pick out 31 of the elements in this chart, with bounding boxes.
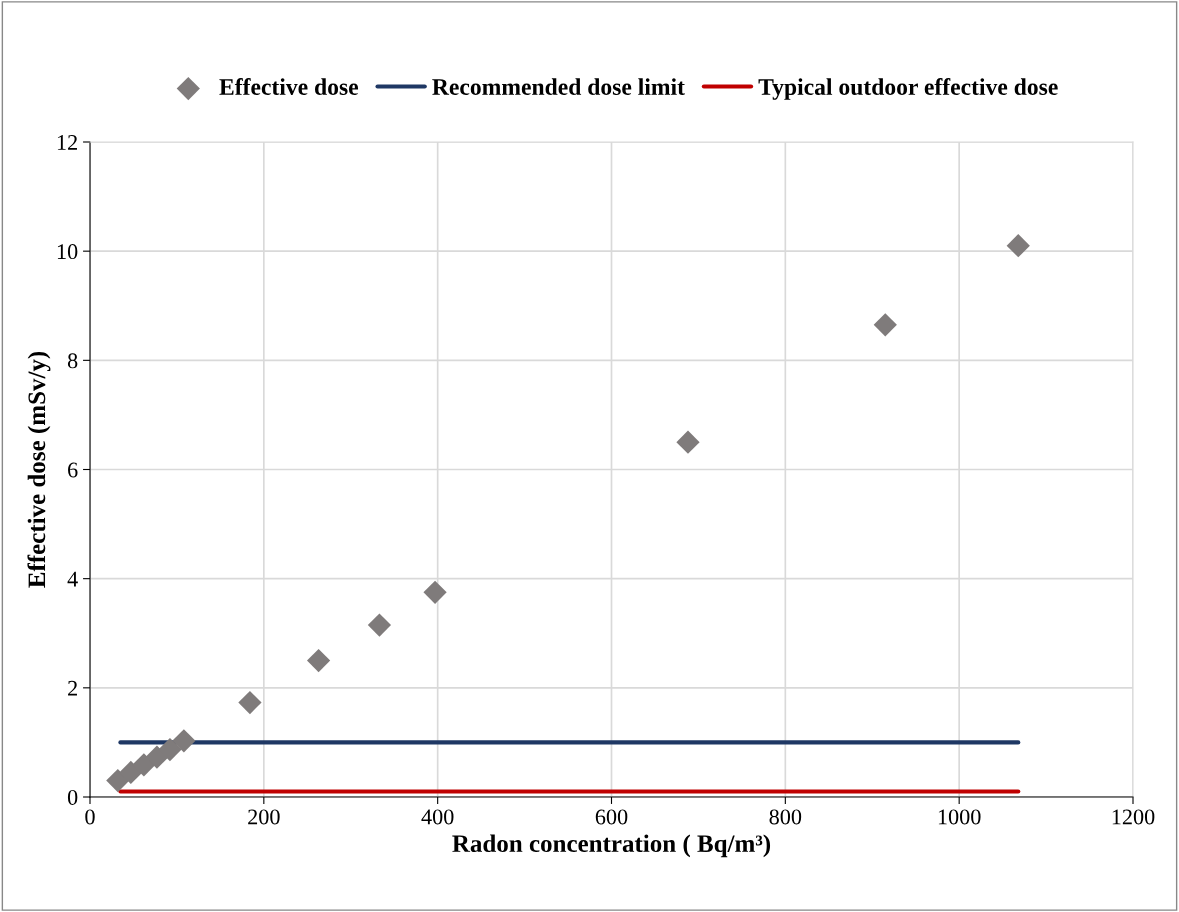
- y-tick-label: 2: [68, 680, 77, 696]
- point: [1006, 234, 1030, 258]
- y-tick-label: 4: [67, 571, 78, 587]
- point: [119, 760, 143, 785]
- legend-label: Recommended dose limit: [432, 78, 685, 95]
- legend-label: Effective dose: [219, 78, 359, 95]
- x-tick-label: 800: [769, 809, 802, 825]
- legend-label: Typical outdoor effective dose: [758, 78, 1058, 100]
- x-tick-label: 1000: [938, 809, 981, 825]
- point: [367, 613, 392, 637]
- point: [873, 313, 897, 337]
- point: [676, 430, 700, 454]
- point: [306, 648, 331, 673]
- x-tick-label: 200: [248, 809, 280, 825]
- y-tick-label: 12: [57, 134, 77, 150]
- x-tick-label: 400: [421, 809, 454, 825]
- x-axis-title: Radon concentration ( Bq/m³): [452, 834, 771, 858]
- y-tick-label: 10: [57, 244, 78, 260]
- y-tick-label: 0: [67, 789, 78, 805]
- x-tick-label: 1200: [1112, 809, 1155, 825]
- y-axis-title: Effective dose (mSv/y): [27, 351, 51, 588]
- point: [158, 737, 182, 762]
- point: [132, 753, 156, 777]
- point: [238, 690, 262, 715]
- x-tick-label: 0: [85, 809, 95, 825]
- x-tick-label: 600: [595, 809, 628, 825]
- y-tick-label: 6: [68, 462, 78, 478]
- point: [106, 769, 130, 793]
- y-tick-label: 8: [67, 353, 78, 369]
- point: [423, 580, 447, 604]
- point: [172, 729, 196, 753]
